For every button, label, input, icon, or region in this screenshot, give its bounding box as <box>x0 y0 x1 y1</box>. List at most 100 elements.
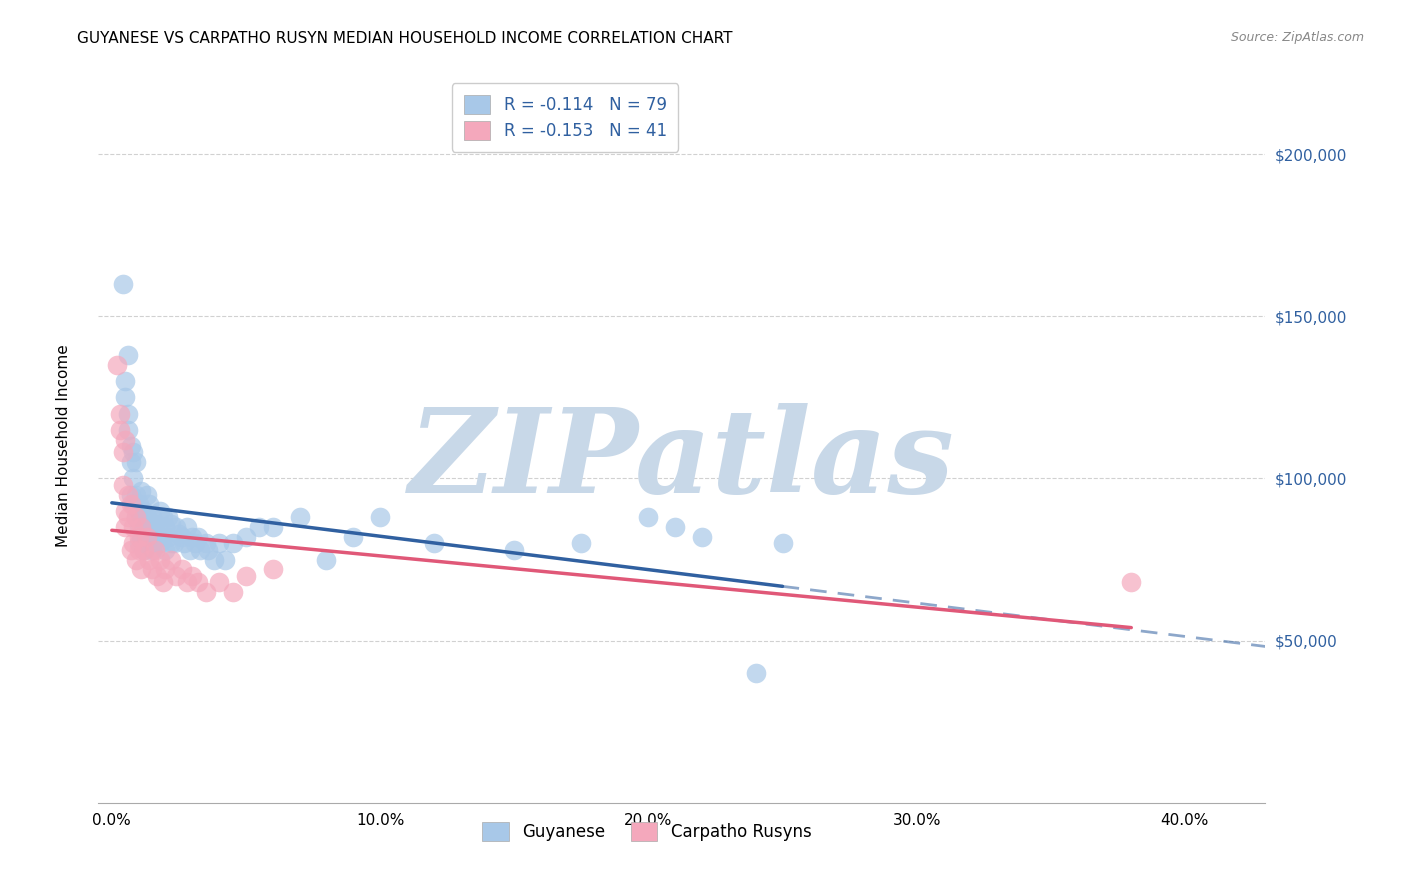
Point <box>160 536 183 550</box>
Point <box>744 666 766 681</box>
Point <box>235 568 257 582</box>
Point <box>111 277 134 291</box>
Point <box>155 520 177 534</box>
Point <box>146 568 169 582</box>
Point <box>114 390 136 404</box>
Point <box>128 536 150 550</box>
Point <box>190 542 212 557</box>
Point <box>187 575 209 590</box>
Point <box>122 471 145 485</box>
Point <box>117 423 139 437</box>
Point <box>141 562 163 576</box>
Point <box>146 530 169 544</box>
Point <box>690 530 713 544</box>
Point <box>117 488 139 502</box>
Point <box>114 433 136 447</box>
Point <box>128 497 150 511</box>
Point <box>167 526 190 541</box>
Point <box>120 439 142 453</box>
Point <box>125 552 148 566</box>
Point <box>368 510 391 524</box>
Point <box>128 520 150 534</box>
Point <box>108 407 131 421</box>
Point <box>152 510 174 524</box>
Point <box>315 552 337 566</box>
Point <box>152 575 174 590</box>
Point <box>181 568 204 582</box>
Point <box>160 552 183 566</box>
Point <box>342 530 364 544</box>
Point <box>247 520 270 534</box>
Point <box>120 455 142 469</box>
Point <box>132 520 155 534</box>
Point <box>160 516 183 531</box>
Point <box>221 585 243 599</box>
Point <box>170 530 193 544</box>
Point <box>120 497 142 511</box>
Point <box>111 478 134 492</box>
Point <box>138 497 160 511</box>
Point <box>197 542 219 557</box>
Point <box>187 530 209 544</box>
Point <box>149 536 172 550</box>
Point <box>221 536 243 550</box>
Point <box>179 542 201 557</box>
Point <box>162 536 184 550</box>
Point <box>135 530 157 544</box>
Point <box>184 536 207 550</box>
Point <box>117 407 139 421</box>
Point <box>165 520 187 534</box>
Point <box>132 504 155 518</box>
Point <box>149 504 172 518</box>
Text: GUYANESE VS CARPATHO RUSYN MEDIAN HOUSEHOLD INCOME CORRELATION CHART: GUYANESE VS CARPATHO RUSYN MEDIAN HOUSEH… <box>77 31 733 46</box>
Point <box>423 536 446 550</box>
Point <box>132 542 155 557</box>
Text: Source: ZipAtlas.com: Source: ZipAtlas.com <box>1230 31 1364 45</box>
Text: Median Household Income: Median Household Income <box>56 344 70 548</box>
Point <box>637 510 659 524</box>
Point <box>176 575 198 590</box>
Point <box>141 542 163 557</box>
Point <box>235 530 257 544</box>
Point <box>120 542 142 557</box>
Point <box>165 568 187 582</box>
Point <box>117 510 139 524</box>
Point <box>131 520 153 534</box>
Point <box>569 536 592 550</box>
Point <box>135 530 157 544</box>
Point <box>114 504 136 518</box>
Point <box>125 510 148 524</box>
Point <box>135 488 157 502</box>
Point <box>157 510 180 524</box>
Point <box>214 552 236 566</box>
Text: ZIPatlas: ZIPatlas <box>409 403 955 517</box>
Point <box>131 530 153 544</box>
Point <box>131 484 153 499</box>
Point <box>173 536 195 550</box>
Point <box>155 562 177 576</box>
Point <box>108 423 131 437</box>
Point <box>122 536 145 550</box>
Point <box>146 520 169 534</box>
Point <box>1121 575 1143 590</box>
Point <box>141 536 163 550</box>
Point <box>128 504 150 518</box>
Point <box>143 516 166 531</box>
Point <box>128 542 150 557</box>
Point <box>125 455 148 469</box>
Point <box>772 536 794 550</box>
Point <box>143 542 166 557</box>
Point <box>138 552 160 566</box>
Point <box>208 575 231 590</box>
Legend: Guyanese, Carpatho Rusyns: Guyanese, Carpatho Rusyns <box>475 815 818 848</box>
Point <box>117 348 139 362</box>
Point <box>288 510 311 524</box>
Point <box>111 445 134 459</box>
Point <box>141 510 163 524</box>
Point <box>131 562 153 576</box>
Point <box>125 510 148 524</box>
Point <box>155 542 177 557</box>
Point <box>131 510 153 524</box>
Point <box>114 520 136 534</box>
Point <box>143 526 166 541</box>
